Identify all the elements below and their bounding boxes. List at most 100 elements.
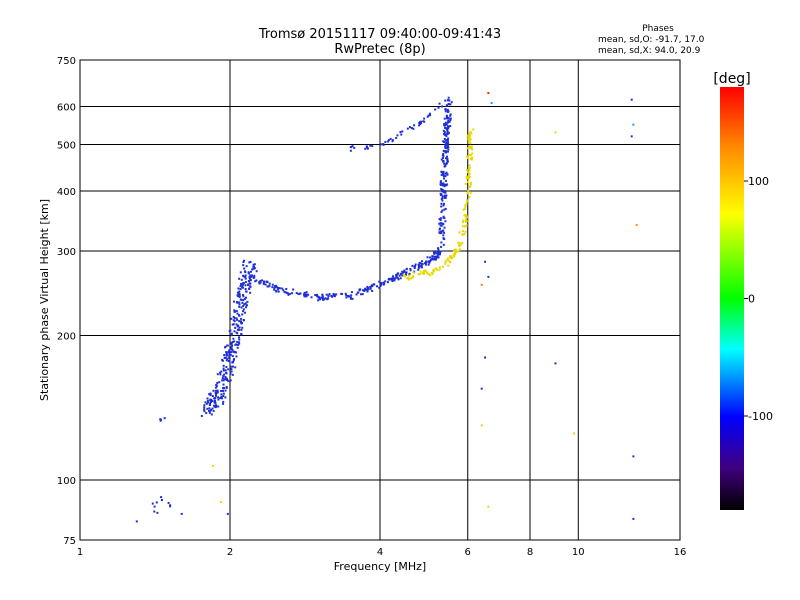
echo-point (392, 276, 395, 279)
echo-point (285, 291, 288, 294)
echo-point (369, 285, 372, 288)
echo-point (242, 261, 245, 264)
echo-point (241, 284, 244, 287)
echo-point (230, 368, 233, 371)
echo-point (427, 263, 430, 266)
echo-point (238, 314, 241, 317)
echo-point (241, 301, 244, 304)
echo-point (423, 262, 426, 265)
echo-point (391, 275, 394, 278)
echo-point (400, 133, 403, 136)
echo-point (444, 260, 447, 263)
echo-point (444, 99, 447, 102)
echo-point (248, 276, 251, 279)
echo-point (213, 397, 216, 400)
echo-point (440, 224, 443, 227)
echo-point (468, 195, 471, 198)
echo-point (632, 455, 635, 458)
echo-point (363, 289, 366, 292)
echo-point (213, 405, 216, 408)
echo-point (442, 129, 445, 132)
echo-point (233, 330, 236, 333)
echo-point (458, 231, 461, 234)
echo-point (287, 293, 290, 296)
echo-point (395, 137, 398, 140)
echo-point (444, 139, 447, 142)
echo-point (216, 391, 219, 394)
echo-point (461, 242, 464, 245)
echo-point (389, 137, 392, 140)
echo-point (443, 117, 446, 120)
echo-point (252, 276, 255, 279)
echo-point (351, 297, 354, 300)
echo-point (238, 320, 241, 323)
x-tick-label: 16 (674, 547, 687, 558)
echo-point (442, 149, 445, 152)
echo-point (431, 255, 434, 258)
echo-point (441, 188, 444, 191)
echo-point (234, 326, 237, 329)
echo-point (360, 293, 363, 296)
echo-point (444, 110, 447, 113)
echo-point (224, 376, 227, 379)
echo-point (238, 295, 241, 298)
echo-point (437, 249, 440, 252)
echo-point (244, 284, 247, 287)
echo-point (467, 189, 470, 192)
echo-point (446, 104, 449, 107)
echo-point (419, 270, 422, 273)
echo-point (376, 285, 379, 288)
echo-point (230, 365, 233, 368)
echo-point (412, 274, 415, 277)
echo-point (209, 409, 212, 412)
echo-point (447, 259, 450, 262)
echo-point (458, 245, 461, 248)
echo-point (238, 301, 241, 304)
echo-point (445, 157, 448, 160)
echo-point (219, 397, 222, 400)
echo-point (438, 251, 441, 254)
echo-point (419, 123, 422, 126)
echo-point (252, 263, 255, 266)
echo-point (393, 279, 396, 282)
echo-point (439, 217, 442, 220)
y-axis-label: Stationary phase Virtual Height [km] (38, 199, 51, 401)
echo-point (238, 305, 241, 308)
echo-point (469, 134, 472, 137)
echo-point (244, 277, 247, 280)
echo-point (425, 261, 428, 264)
echo-point (444, 126, 447, 129)
echo-point (439, 222, 442, 225)
echo-point (267, 285, 270, 288)
echo-point (242, 319, 245, 322)
echo-point (203, 406, 206, 409)
echo-point (470, 145, 473, 148)
echo-point (370, 285, 373, 288)
echo-point (436, 256, 439, 259)
echo-point (240, 278, 243, 281)
echo-point (440, 173, 443, 176)
echo-point (222, 367, 225, 370)
echo-point (242, 295, 245, 298)
echo-point (442, 182, 445, 185)
echo-point (572, 432, 575, 435)
echo-point (238, 277, 241, 280)
echo-point (417, 273, 420, 276)
echo-point (447, 96, 450, 99)
echo-point (467, 171, 470, 174)
echo-point (437, 251, 440, 254)
x-tick-label: 10 (572, 547, 585, 558)
echo-point (225, 386, 228, 389)
echo-point (383, 282, 386, 285)
echo-point (466, 216, 469, 219)
echo-point (275, 284, 278, 287)
echo-point (237, 328, 240, 331)
echo-point (441, 195, 444, 198)
echo-point (305, 293, 308, 296)
echo-point (396, 272, 399, 275)
echo-point (215, 404, 218, 407)
echo-point (229, 379, 232, 382)
echo-point (443, 231, 446, 234)
x-tick-label: 6 (465, 547, 471, 558)
